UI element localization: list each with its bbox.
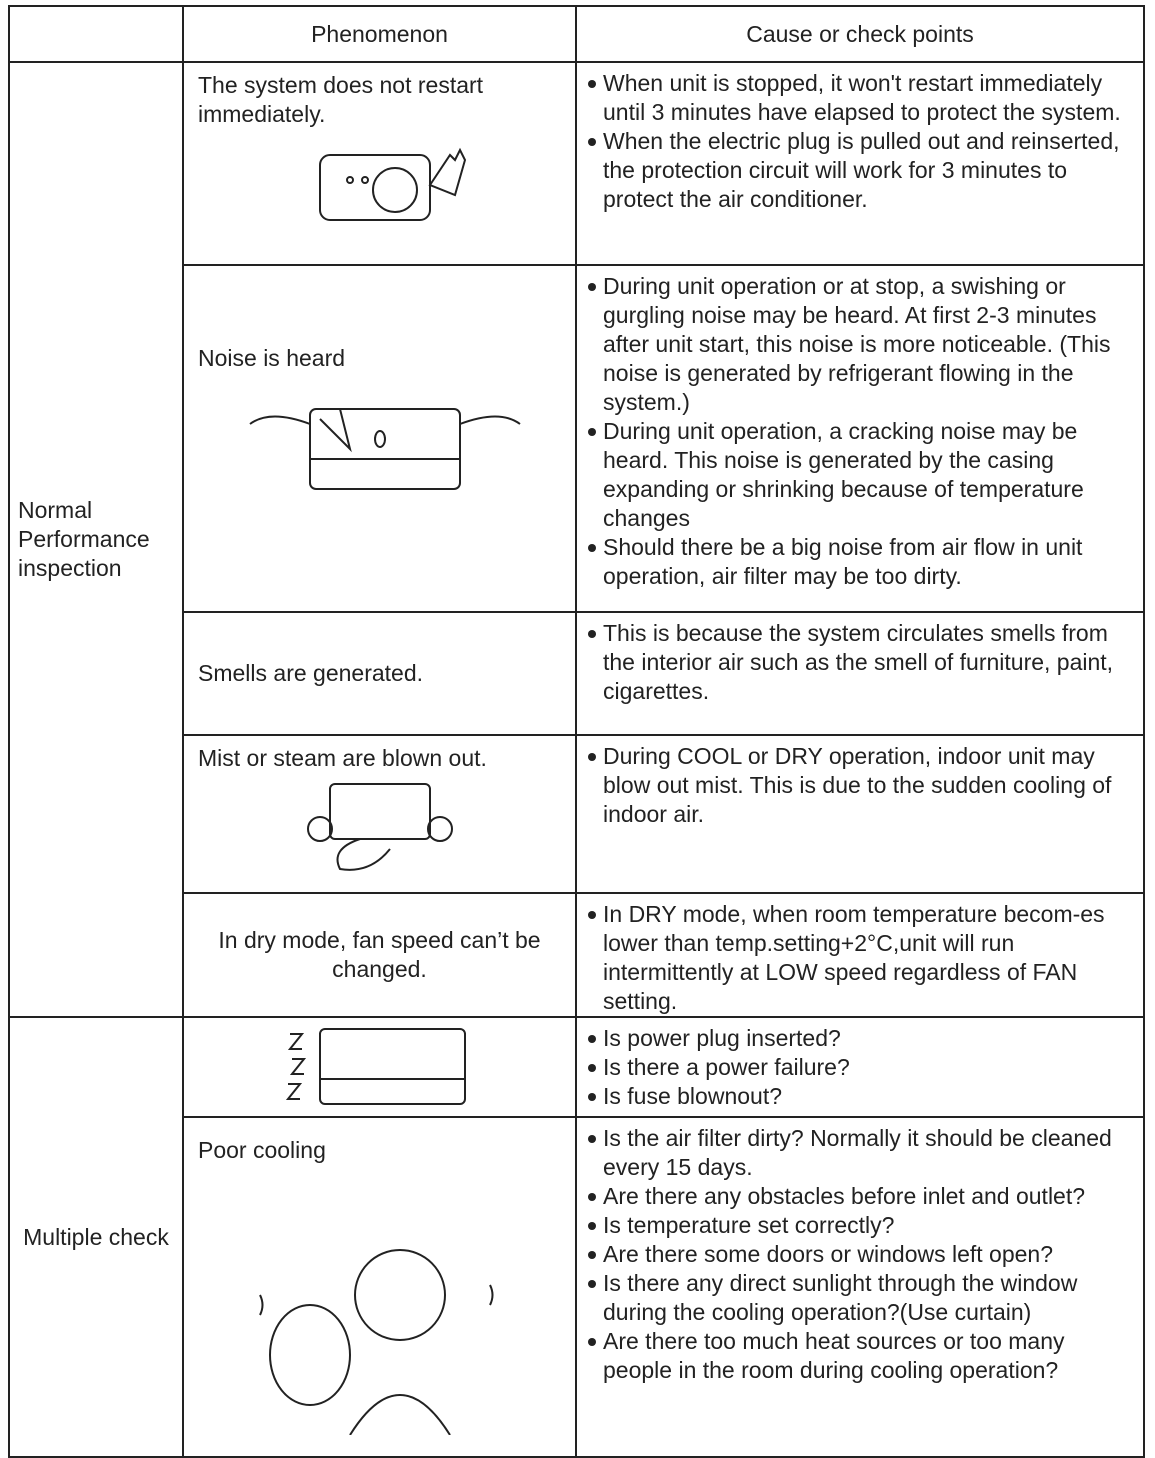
causes-cell: During unit operation or at stop, a swis… <box>575 264 1145 613</box>
cause-item: This is because the system circulates sm… <box>587 619 1137 706</box>
cause-item: Are there any obstacles before inlet and… <box>587 1182 1137 1211</box>
phenomenon-cell: In dry mode, fan speed can’t be changed. <box>182 892 577 1018</box>
phenomenon: Smells are generated. <box>198 660 424 686</box>
phenomenon-cell: Noise is heard <box>182 264 577 613</box>
cause-item: During unit operation, a cracking noise … <box>587 417 1137 533</box>
group-label: Normal Performance inspection <box>8 61 184 1018</box>
phenomenon-cell: Mist or steam are blown out. <box>182 734 577 894</box>
phenomenon-cell <box>182 1016 577 1118</box>
group-label: Multiple check <box>8 1016 184 1458</box>
cause-item: Is the air filter dirty? Normally it sho… <box>587 1124 1137 1182</box>
illustration <box>258 1249 493 1435</box>
cause-item: Is temperature set correctly? <box>587 1211 1137 1240</box>
illustration <box>306 783 453 871</box>
illustration <box>285 1028 466 1105</box>
causes: Is power plug inserted? Is there a power … <box>578 1019 1142 1111</box>
causes: Is the air filter dirty? Normally it sho… <box>578 1119 1142 1385</box>
causes-cell: When unit is stopped, it won't restart i… <box>575 61 1145 266</box>
causes-cell: During COOL or DRY operation, indoor uni… <box>575 734 1145 894</box>
causes-cell: Is power plug inserted? Is there a power … <box>575 1016 1145 1118</box>
cause-item: When the electric plug is pulled out and… <box>587 127 1137 214</box>
cause-item: Is fuse blownout? <box>587 1082 1137 1111</box>
causes: This is because the system circulates sm… <box>578 614 1142 706</box>
cause-item: In DRY mode, when room temperature becom… <box>587 900 1137 1015</box>
causes: In DRY mode, when room temperature becom… <box>578 895 1142 1015</box>
causes-cell: Is the air filter dirty? Normally it sho… <box>575 1116 1145 1458</box>
phenomenon: Noise is heard <box>198 345 346 371</box>
troubleshoot-table: Phenomenon Cause or check points Normal P… <box>8 5 1145 1458</box>
phenomenon-cell: The system does not restart immediately. <box>182 61 577 266</box>
cause-item: During unit operation or at stop, a swis… <box>587 272 1137 417</box>
causes: During COOL or DRY operation, indoor uni… <box>578 737 1142 829</box>
phenomenon-cell: Smells are generated. <box>182 611 577 736</box>
phenomenon: Mist or steam are blown out. <box>198 745 487 771</box>
causes: When unit is stopped, it won't restart i… <box>578 64 1142 214</box>
causes-cell: This is because the system circulates sm… <box>575 611 1145 736</box>
header-row: Phenomenon Cause or check points <box>8 5 1145 63</box>
cause-item: Is power plug inserted? <box>587 1024 1137 1053</box>
phenomenon-cell: Poor cooling <box>182 1116 577 1458</box>
cause-item: When unit is stopped, it won't restart i… <box>587 69 1137 127</box>
phenomenon: In dry mode, fan speed can’t be changed. <box>218 927 541 982</box>
causes: During unit operation or at stop, a swis… <box>578 267 1142 591</box>
cause-item: Are there some doors or windows left ope… <box>587 1240 1137 1269</box>
header-cell: Phenomenon <box>182 5 577 63</box>
phenomenon: The system does not restart immediately. <box>198 72 484 127</box>
illustration <box>318 147 466 221</box>
cause-item: Should there be a big noise from air flo… <box>587 533 1137 591</box>
phenomenon: Poor cooling <box>198 1137 326 1163</box>
header-cell: Cause or check points <box>575 5 1145 63</box>
cause-item: Is there any direct sunlight through the… <box>587 1269 1137 1327</box>
cause-item: During COOL or DRY operation, indoor uni… <box>587 742 1137 829</box>
header-cell <box>8 5 184 63</box>
cause-item: Are there too much heat sources or too m… <box>587 1327 1137 1385</box>
cause-item: Is there a power failure? <box>587 1053 1137 1082</box>
illustration <box>248 408 521 490</box>
causes-cell: In DRY mode, when room temperature becom… <box>575 892 1145 1018</box>
